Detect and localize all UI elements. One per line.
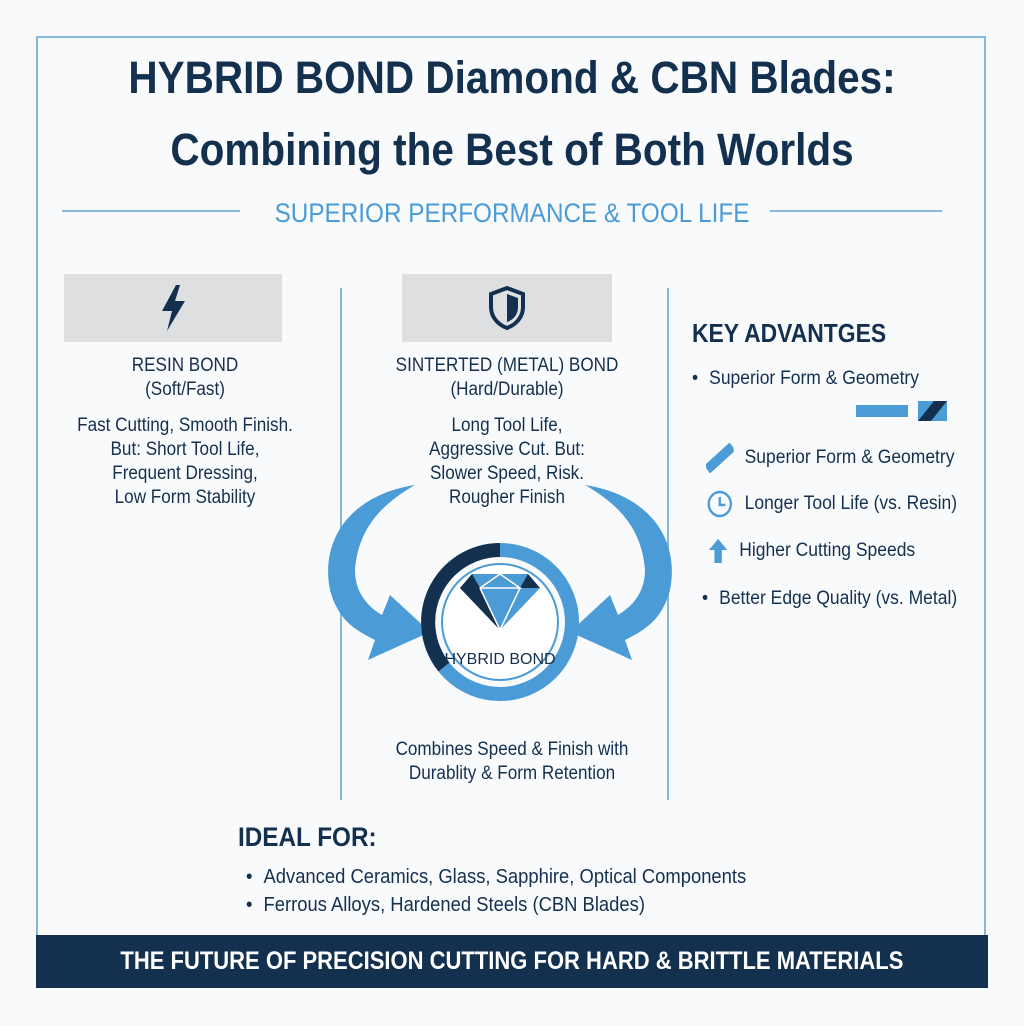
title-line-2: Combining the Best of Both Worlds [170, 124, 854, 175]
ideal-item: • Ferrous Alloys, Hardened Steels (CBN Bl… [246, 894, 645, 917]
resin-desc: Low Form Stability [114, 487, 256, 508]
ideal-text: Ferrous Alloys, Hardened Steels (CBN Bla… [263, 894, 645, 916]
advantage-item: Superior Form & Geometry [706, 443, 954, 473]
resin-desc: Frequent Dressing, [112, 463, 258, 484]
hybrid-ring-dark-segment [421, 543, 501, 672]
bullet-icon: • [246, 894, 253, 916]
ruler-icon [706, 443, 734, 473]
ruler-and-edge-icon [856, 401, 947, 421]
advantage-item: Higher Cutting Speeds [708, 538, 915, 564]
bullet-icon: • [702, 588, 709, 609]
bullet-icon: • [692, 368, 699, 389]
advantage-item: • Better Edge Quality (vs. Metal) [702, 588, 957, 610]
hybrid-diagram [328, 485, 672, 701]
curved-arrow-right-icon [570, 485, 672, 660]
sintered-name: SINTERTED (METAL) BOND [395, 355, 619, 376]
advantage-text: Longer Tool Life (vs. Resin) [744, 493, 958, 514]
advantage-text: Higher Cutting Speeds [739, 540, 916, 561]
resin-type: (Soft/Fast) [145, 379, 225, 400]
clock-icon [707, 490, 732, 518]
hybrid-bond-label: HYBRID BOND [444, 651, 556, 668]
hybrid-caption-line: Durablity & Form Retention [408, 763, 616, 784]
lightning-bolt-icon [162, 285, 185, 331]
sintered-desc: Rougher Finish [449, 487, 565, 508]
ideal-item: • Advanced Ceramics, Glass, Sapphire, Opt… [246, 866, 746, 889]
resin-name: RESIN BOND [131, 355, 239, 376]
resin-desc: But: Short Tool Life, [110, 439, 260, 460]
title-line-1: HYBRID BOND Diamond & CBN Blades: [128, 52, 896, 103]
sintered-icon-box [402, 274, 612, 342]
sintered-type: (Hard/Durable) [450, 379, 564, 400]
resin-desc: Fast Cutting, Smooth Finish. [77, 415, 293, 436]
resin-icon-box [64, 274, 282, 342]
subtitle: SUPERIOR PERFORMANCE & TOOL LIFE [274, 198, 750, 228]
curved-arrow-left-icon [328, 485, 430, 660]
arrow-up-icon [708, 539, 728, 563]
footer-banner: THE FUTURE OF PRECISION CUTTING FOR HARD… [36, 935, 988, 988]
divider-right [770, 210, 942, 212]
sintered-desc: Aggressive Cut. But: [429, 439, 585, 460]
advantage-item: Longer Tool Life (vs. Resin) [706, 489, 957, 519]
ideal-text: Advanced Ceramics, Glass, Sapphire, Opti… [263, 866, 747, 888]
hybrid-caption: Combines Speed & Finish with Durablity &… [366, 738, 658, 786]
advantage-text: Better Edge Quality (vs. Metal) [719, 588, 958, 609]
sintered-bond-heading: SINTERTED (METAL) BOND (Hard/Durable) Lo… [375, 354, 640, 510]
advantage-item: • Superior Form & Geometry [692, 368, 919, 390]
diamond-icon [460, 573, 540, 632]
sintered-desc: Long Tool Life, [451, 415, 563, 436]
bullet-icon: • [246, 866, 253, 888]
footer-text: THE FUTURE OF PRECISION CUTTING FOR HARD… [120, 947, 904, 975]
sintered-desc: Slower Speed, Risk. [430, 463, 584, 484]
divider-left [62, 210, 240, 212]
advantage-text: Superior Form & Geometry [744, 447, 955, 468]
resin-bond-heading: RESIN BOND (Soft/Fast) Fast Cutting, Smo… [55, 354, 316, 510]
column-divider [667, 288, 669, 800]
hybrid-caption-line: Combines Speed & Finish with [395, 739, 629, 760]
ideal-heading: IDEAL FOR: [238, 822, 377, 852]
advantage-text: Superior Form & Geometry [709, 368, 919, 389]
shield-icon [489, 285, 525, 331]
advantages-heading: KEY ADVANTGES [692, 318, 887, 348]
